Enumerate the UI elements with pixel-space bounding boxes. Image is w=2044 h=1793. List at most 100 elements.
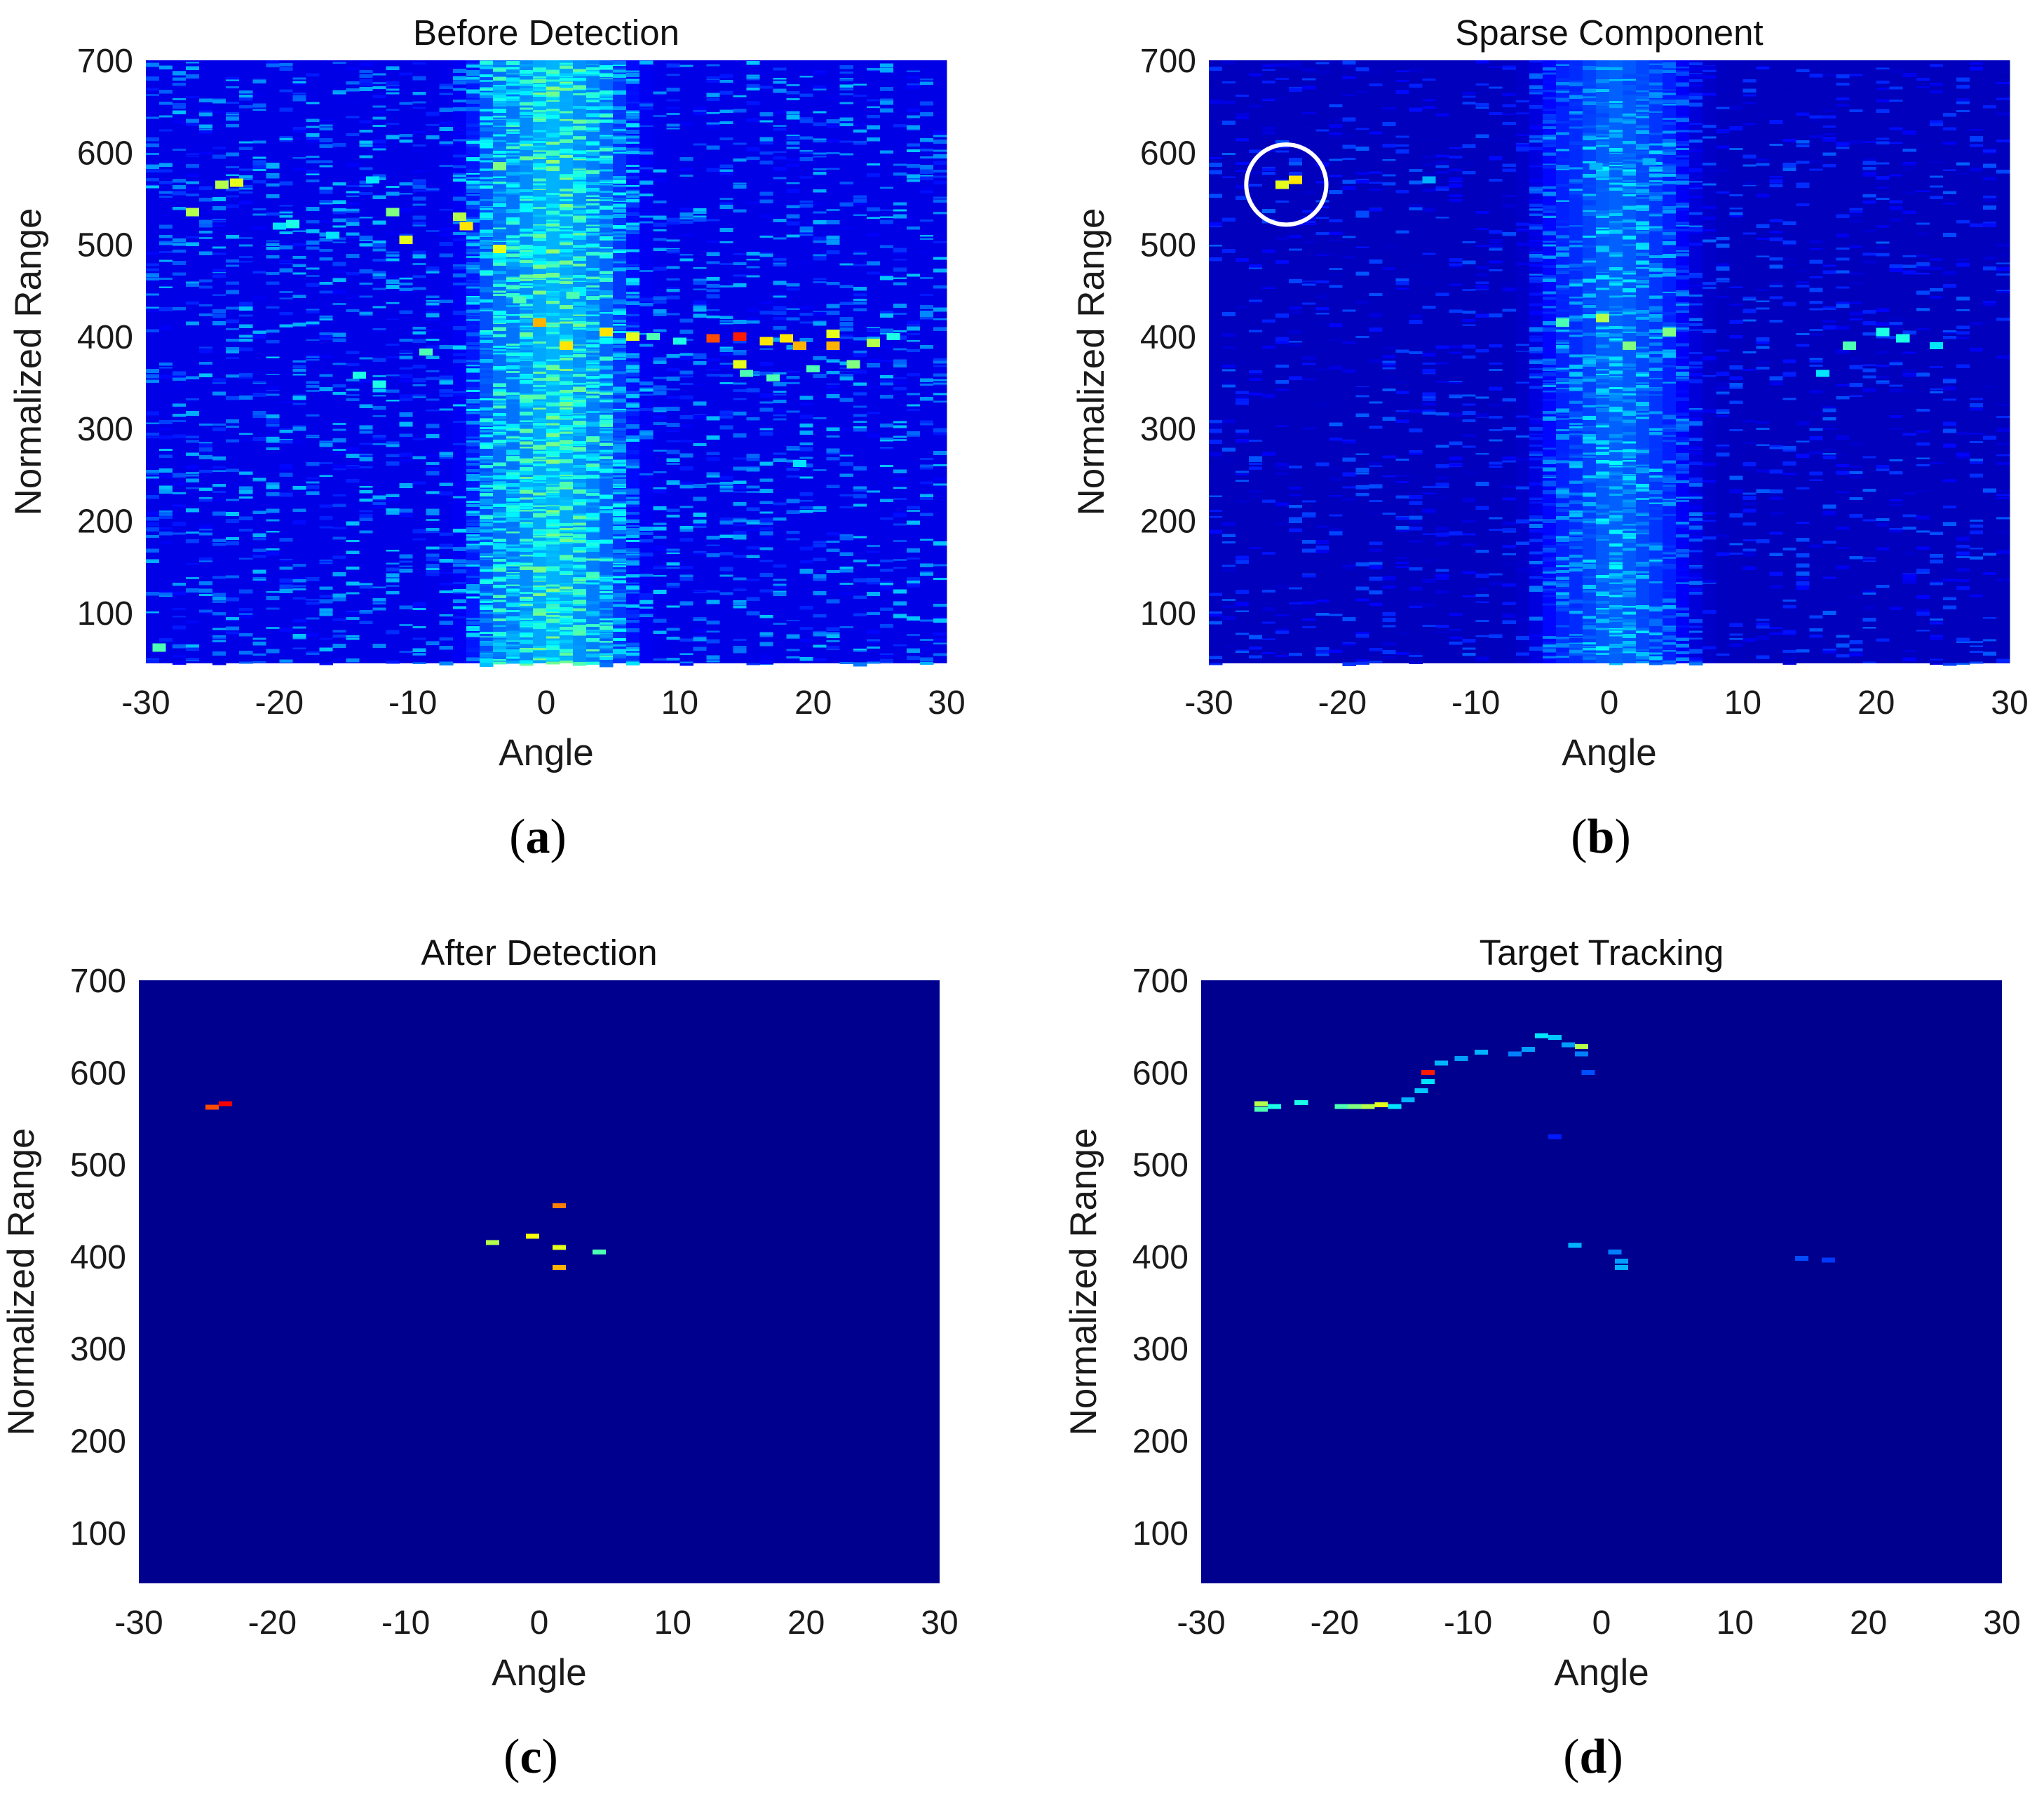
clutter-streak (186, 472, 200, 475)
clutter-streak (172, 238, 187, 242)
clutter-streak (452, 391, 467, 393)
clutter-streak (546, 365, 560, 370)
clutter-streak (519, 539, 534, 542)
clutter-streak (933, 373, 947, 377)
clutter-streak (919, 316, 934, 320)
clutter-streak (746, 372, 761, 377)
clutter-streak (600, 521, 614, 525)
clutter-streak (933, 161, 947, 165)
clutter-streak (506, 568, 520, 570)
clutter-streak (600, 337, 614, 342)
clutter-streak (853, 214, 867, 217)
clutter-streak (372, 271, 387, 274)
clutter-streak (1369, 171, 1383, 174)
clutter-streak (332, 278, 346, 283)
clutter-streak (719, 546, 733, 550)
clutter-streak (506, 77, 520, 82)
clutter-streak (653, 114, 667, 117)
clutter-streak (773, 311, 787, 316)
clutter-streak (372, 139, 387, 144)
clutter-streak (479, 145, 494, 149)
clutter-streak (879, 63, 894, 68)
clutter-streak (426, 345, 440, 350)
clutter-streak (532, 530, 547, 534)
clutter-streak (1382, 388, 1396, 392)
clutter-streak (239, 141, 253, 144)
clutter-streak (933, 318, 947, 320)
clutter-streak (773, 372, 787, 374)
clutter-streak (813, 644, 827, 648)
clutter-streak (399, 452, 414, 457)
clutter-streak (1422, 163, 1437, 167)
clutter-streak (519, 319, 534, 322)
clutter-streak (226, 596, 240, 599)
clutter-streak (653, 309, 667, 313)
clutter-streak (1409, 567, 1423, 571)
clutter-streak (372, 443, 387, 445)
clutter-streak (786, 621, 801, 625)
clutter-streak (626, 147, 640, 151)
clutter-streak (532, 587, 547, 590)
clutter-streak (919, 148, 934, 152)
clutter-streak (439, 375, 454, 380)
clutter-streak (332, 182, 346, 186)
clutter-streak (573, 433, 587, 436)
clutter-streak (159, 214, 173, 217)
clutter-streak (519, 428, 534, 433)
clutter-streak (479, 611, 494, 614)
clutter-streak (239, 339, 253, 342)
clutter-streak (639, 215, 654, 218)
clutter-streak (172, 644, 187, 649)
clutter-streak (519, 649, 534, 653)
clutter-streak (466, 517, 480, 520)
clutter-streak (146, 94, 160, 96)
clutter-streak (1342, 144, 1356, 149)
clutter-streak (1342, 341, 1356, 344)
clutter-streak (626, 424, 640, 428)
clutter-streak (786, 141, 801, 144)
clutter-streak (492, 109, 507, 113)
clutter-streak (1315, 462, 1329, 466)
clutter-streak (1315, 231, 1329, 236)
clutter-streak (1289, 376, 1303, 381)
clutter-streak (1289, 344, 1303, 347)
clutter-streak (306, 384, 320, 388)
clutter-streak (639, 574, 654, 577)
clutter-streak (1289, 330, 1303, 334)
clutter-streak (613, 489, 627, 494)
clutter-streak (560, 572, 574, 574)
clutter-streak (266, 60, 280, 65)
clutter-streak (573, 257, 587, 261)
clutter-streak (252, 333, 266, 336)
clutter-streak (412, 607, 427, 610)
clutter-streak (1209, 420, 1223, 424)
clutter-streak (1236, 306, 1250, 309)
clutter-streak (613, 449, 627, 453)
clutter-streak (239, 175, 253, 179)
clutter-streak (906, 404, 921, 407)
clutter-streak (146, 88, 160, 91)
clutter-streak (879, 359, 894, 362)
clutter-streak (600, 476, 614, 479)
clutter-streak (346, 185, 360, 188)
clutter-streak (666, 127, 680, 130)
clutter-streak (813, 70, 827, 73)
clutter-streak (853, 559, 867, 563)
clutter-streak (679, 415, 693, 419)
clutter-streak (600, 581, 614, 586)
clutter-streak (506, 163, 520, 165)
clutter-streak (853, 198, 867, 203)
clutter-streak (479, 199, 494, 201)
clutter-streak (813, 278, 827, 280)
clutter-streak (532, 250, 547, 255)
clutter-streak (546, 475, 560, 478)
clutter-streak (319, 611, 333, 616)
clutter-streak (573, 141, 587, 144)
clutter-streak (600, 146, 614, 149)
clutter-streak (839, 102, 854, 104)
clutter-streak (519, 518, 534, 520)
clutter-streak (839, 302, 854, 305)
clutter-streak (359, 583, 374, 586)
clutter-streak (653, 421, 667, 426)
clutter-streak (933, 485, 947, 490)
